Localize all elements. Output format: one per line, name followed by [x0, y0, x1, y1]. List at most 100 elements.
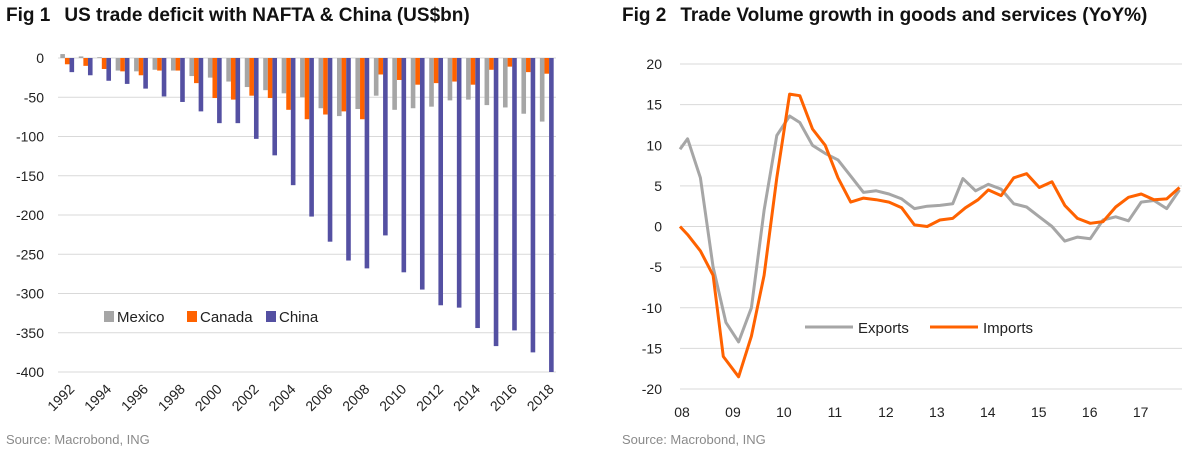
bar-mexico-2004 [281, 58, 287, 94]
y-tick-label: -5 [650, 259, 663, 275]
bar-canada-2017 [526, 58, 531, 73]
bar-mexico-2017 [521, 58, 527, 114]
bar-china-2008 [364, 58, 370, 269]
x-tick-label: 2002 [228, 381, 261, 414]
y-tick-label: -200 [16, 207, 44, 223]
bar-canada-2001 [230, 58, 236, 100]
bar-mexico-2011 [410, 58, 416, 109]
y-tick-label: 10 [646, 137, 662, 153]
y-tick-label: -150 [16, 168, 44, 184]
legend-swatch-canada [187, 311, 197, 322]
x-tick-label: 11 [828, 404, 843, 420]
bar-china-2002 [253, 58, 259, 139]
figure-1: Fig 1 US trade deficit with NAFTA & China… [6, 5, 557, 447]
y-tick-label: -15 [642, 340, 662, 356]
y-tick-label: -50 [24, 89, 44, 105]
bar-canada-1999 [194, 58, 199, 84]
bar-china-2018 [549, 58, 554, 372]
fig2-title-text: Trade Volume growth in goods and service… [680, 5, 1148, 26]
bar-canada-2010 [396, 58, 402, 80]
series-line-exports [678, 114, 1181, 344]
bar-mexico-2007 [336, 58, 342, 117]
y-tick-label: 0 [36, 50, 44, 66]
fig1-title-text: US trade deficit with NAFTA & China (US$… [64, 5, 470, 26]
x-tick-label: 1992 [44, 381, 77, 414]
bar-mexico-2014 [466, 58, 471, 100]
x-tick-label: 1994 [81, 381, 114, 414]
bar-mexico-2006 [318, 58, 324, 109]
bar-canada-2015 [489, 58, 494, 70]
bar-mexico-2018 [539, 58, 545, 122]
x-tick-label: 2006 [302, 381, 335, 414]
bar-china-1999 [198, 58, 204, 112]
bar-mexico-1998 [170, 58, 176, 71]
x-tick-label: 17 [1133, 404, 1149, 420]
x-tick-label: 13 [929, 404, 945, 420]
fig2-title: Fig 2 Trade Volume growth in goods and se… [622, 5, 1147, 27]
bar-mexico-1999 [189, 58, 195, 77]
x-tick-label: 15 [1031, 404, 1047, 420]
bar-canada-2003 [267, 58, 273, 99]
legend-label-mexico: Mexico [117, 309, 165, 326]
y-tick-label: -250 [16, 246, 44, 262]
legend-label-exports: Exports [858, 320, 909, 337]
bar-mexico-2012 [429, 58, 434, 107]
legend-label-china: China [279, 309, 319, 326]
bar-mexico-2013 [447, 58, 453, 101]
figure-2: Fig 2 Trade Volume growth in goods and se… [600, 0, 1200, 454]
x-tick-label: 08 [674, 404, 690, 420]
x-tick-label: 2016 [487, 381, 520, 414]
bar-canada-2009 [378, 58, 384, 75]
bar-china-2005 [309, 58, 314, 217]
bar-mexico-2009 [373, 58, 379, 96]
x-tick-label: 1996 [118, 381, 151, 414]
y-tick-label: 5 [654, 178, 662, 194]
y-tick-label: -300 [16, 286, 44, 302]
bar-mexico-2005 [300, 58, 305, 98]
bar-china-2014 [475, 58, 480, 329]
legend-label-imports: Imports [983, 320, 1033, 337]
bar-china-2003 [272, 58, 278, 156]
bar-china-2017 [530, 58, 536, 353]
y-tick-label: -10 [642, 300, 662, 316]
y-tick-label: 15 [646, 97, 662, 113]
bar-mexico-2010 [392, 58, 397, 110]
bar-china-1996 [143, 58, 148, 89]
bar-canada-1998 [175, 58, 181, 71]
bar-mexico-2002 [244, 58, 250, 88]
bar-china-2009 [383, 58, 388, 236]
bar-mexico-1995 [115, 58, 121, 71]
bar-china-2007 [346, 58, 351, 261]
bar-canada-2005 [304, 58, 310, 120]
bar-china-1994 [106, 58, 112, 81]
series-line-imports [678, 92, 1181, 379]
bar-canada-2006 [323, 58, 328, 115]
x-tick-label: 2018 [524, 381, 557, 414]
y-tick-label: 20 [646, 56, 662, 72]
bar-china-2011 [419, 58, 425, 290]
y-tick-label: -100 [16, 129, 44, 145]
x-tick-label: 2004 [265, 381, 298, 414]
fig1-source: Source: Macrobond, ING [6, 432, 150, 447]
fig2-line-chart: 20 15 10 5 0 -5 -10 -15 -20 08 09 10 11 12 13 14 15 16 17 E… [642, 56, 1182, 420]
bar-canada-2016 [507, 58, 513, 67]
bar-mexico-2015 [484, 58, 490, 106]
y-tick-label: -400 [16, 364, 44, 380]
x-tick-label: 2014 [450, 381, 483, 414]
bar-canada-1992 [64, 58, 70, 65]
x-tick-label: 12 [878, 404, 894, 420]
bar-mexico-1997 [152, 58, 158, 70]
bar-canada-1995 [120, 58, 125, 72]
fig1-label: Fig 1 [6, 5, 51, 26]
bar-china-2006 [327, 58, 333, 242]
bar-canada-2008 [360, 58, 365, 120]
bar-china-1992 [69, 58, 75, 73]
bar-mexico-2008 [355, 58, 361, 110]
y-tick-label: -20 [642, 381, 662, 397]
bar-canada-2004 [286, 58, 291, 110]
bar-china-2015 [493, 58, 499, 347]
bar-canada-2002 [249, 58, 254, 96]
x-tick-label: 16 [1082, 404, 1098, 420]
x-tick-label: 09 [725, 404, 741, 420]
